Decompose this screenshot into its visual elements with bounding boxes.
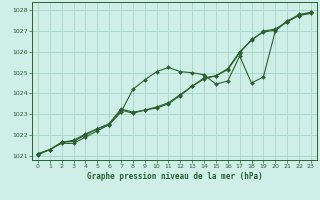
X-axis label: Graphe pression niveau de la mer (hPa): Graphe pression niveau de la mer (hPa) [86, 172, 262, 181]
